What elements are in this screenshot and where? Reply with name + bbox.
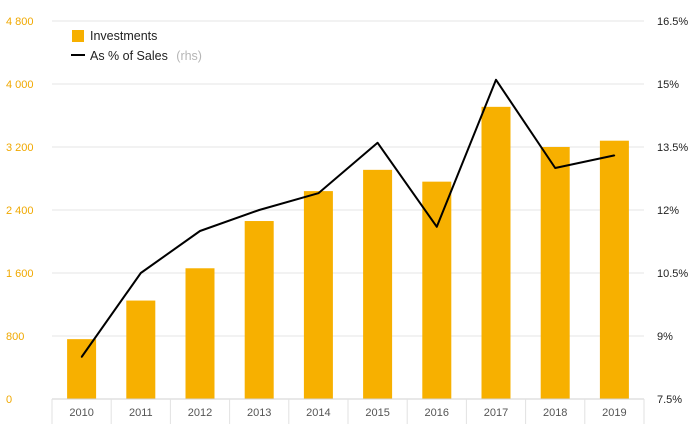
- x-tick-label: 2017: [484, 407, 508, 419]
- left-tick-label: 1 600: [6, 268, 34, 280]
- sales-pct-line: [80, 78, 616, 358]
- x-tick-label: 2019: [602, 407, 626, 419]
- left-tick-label: 2 400: [6, 205, 34, 217]
- x-tick-label: 2011: [129, 407, 153, 419]
- x-tick-label: 2013: [247, 407, 271, 419]
- bar-2014: [303, 191, 333, 399]
- left-tick-label: 0: [6, 394, 12, 406]
- x-tick-label: 2014: [306, 407, 330, 419]
- line-point-2017: [495, 79, 497, 81]
- line-as-pct-of-sales: [80, 78, 615, 358]
- left-tick-label: 4 000: [6, 79, 34, 91]
- right-tick-label: 9%: [657, 331, 673, 343]
- line-point-2011: [140, 272, 142, 274]
- line-point-2015: [376, 142, 379, 144]
- line-point-2010: [80, 356, 83, 358]
- left-tick-label: 4 800: [6, 16, 34, 28]
- x-axis: 2010 2011 2012 2013 2014 2015 2016 2017 2018 2019: [51, 398, 645, 424]
- line-point-2018: [554, 167, 556, 169]
- right-tick-label: 7.5%: [657, 394, 682, 406]
- left-tick-label: 3 200: [6, 142, 34, 154]
- right-tick-label: 13.5%: [657, 142, 688, 154]
- legend-line-note: (rhs): [176, 49, 202, 63]
- legend-line-label: As % of Sales: [90, 49, 168, 63]
- bar-2019: [599, 140, 629, 399]
- right-tick-label: 10.5%: [657, 268, 688, 280]
- right-axis: 7.5% 9% 10.5% 12% 13.5% 15% 16.5%: [657, 16, 688, 406]
- bar-2011: [126, 300, 156, 399]
- line-point-2012: [199, 230, 201, 232]
- legend-bar-label: Investments: [90, 29, 157, 43]
- bar-2018: [540, 147, 570, 399]
- legend: Investments As % of Sales (rhs): [71, 29, 202, 64]
- right-tick-label: 15%: [657, 79, 679, 91]
- x-tick-label: 2012: [188, 407, 212, 419]
- bar-2015: [363, 169, 393, 399]
- investment-bars: [67, 106, 629, 400]
- x-tick-label: 2016: [425, 407, 449, 419]
- legend-line-label-group: As % of Sales (rhs): [90, 47, 202, 64]
- right-tick-label: 16.5%: [657, 16, 688, 28]
- line-point-2013: [258, 209, 261, 211]
- bar-2016: [422, 181, 452, 399]
- line-point-2016: [436, 226, 438, 228]
- bar-2017: [481, 106, 511, 400]
- left-axis: 0 800 1 600 2 400 3 200 4 000 4 800: [6, 16, 34, 406]
- line-point-2014: [317, 192, 320, 194]
- line-point-2019: [613, 154, 616, 157]
- bar-2012: [185, 268, 215, 399]
- left-tick-label: 800: [6, 331, 24, 343]
- right-tick-label: 12%: [657, 205, 679, 217]
- x-tick-label: 2018: [543, 407, 567, 419]
- x-tick-label: 2015: [365, 407, 389, 419]
- x-tick-label: 2010: [69, 407, 93, 419]
- legend-bar-swatch: [72, 30, 84, 42]
- bar-2013: [244, 221, 274, 399]
- bar-2010: [67, 339, 97, 399]
